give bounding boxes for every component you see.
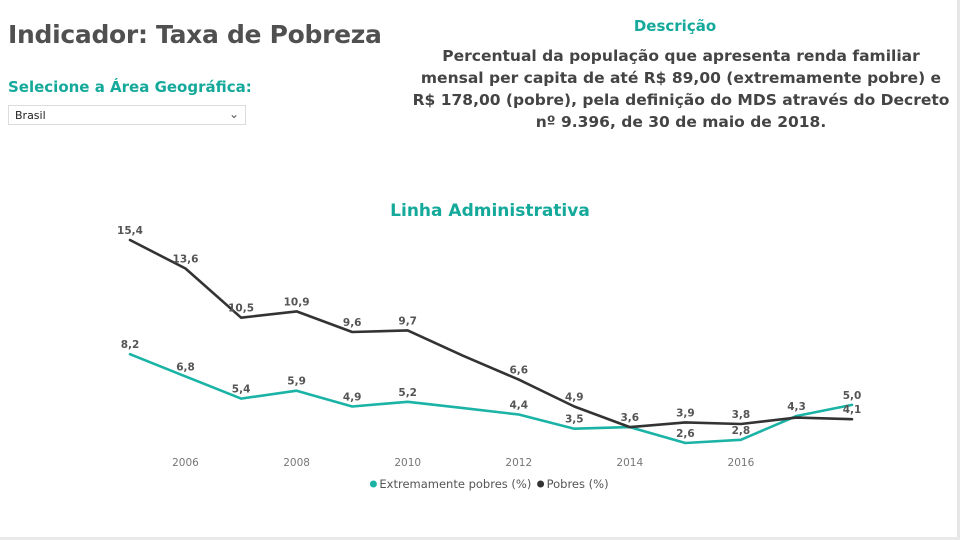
geo-area-dropdown[interactable]: Brasil ⌄ <box>8 105 246 125</box>
data-label: 5,0 <box>843 390 862 402</box>
data-label: 3,5 <box>565 414 584 426</box>
x-tick-label: 2012 <box>505 457 532 469</box>
legend-marker <box>369 480 377 488</box>
chevron-down-icon[interactable]: ⌄ <box>228 107 239 121</box>
data-label: 2,6 <box>676 428 695 440</box>
data-label: 3,8 <box>732 409 751 421</box>
series-line-pobres <box>128 238 854 429</box>
data-label: 3,6 <box>620 412 639 424</box>
data-label: 5,2 <box>398 387 417 399</box>
legend-label: Pobres (%) <box>547 477 609 491</box>
x-tick-label: 2016 <box>728 457 755 469</box>
data-label: 4,3 <box>787 401 806 413</box>
data-label: 9,7 <box>398 315 417 327</box>
data-label: 6,8 <box>176 361 195 373</box>
description-text: Percentual da população que apresenta re… <box>412 47 950 131</box>
bottom-border <box>0 537 960 540</box>
data-label: 5,4 <box>232 384 251 396</box>
data-label: 4,1 <box>843 404 862 416</box>
series-line-extremamente-pobres <box>128 352 854 445</box>
x-tick-label: 2008 <box>283 457 310 469</box>
data-label: 15,4 <box>117 225 143 237</box>
data-label: 4,4 <box>509 400 528 412</box>
x-tick-label: 2006 <box>172 457 199 469</box>
chart-title: Linha Administrativa <box>390 201 590 221</box>
legend-label: Extremamente pobres (%) <box>379 477 531 491</box>
data-label: 9,6 <box>343 317 362 329</box>
x-tick-label: 2010 <box>394 457 421 469</box>
data-label: 13,6 <box>173 254 199 266</box>
data-label: 2,8 <box>732 425 751 437</box>
data-label: 10,5 <box>228 303 254 315</box>
data-label: 3,9 <box>676 407 695 419</box>
geo-filter-label: Selecione a Área Geográfica: <box>8 78 252 96</box>
data-label: 8,2 <box>121 339 140 351</box>
x-tick-label: 2014 <box>616 457 643 469</box>
data-label: 5,9 <box>287 376 306 388</box>
data-label: 4,9 <box>565 392 584 404</box>
geo-area-selected-value: Brasil <box>15 109 46 122</box>
data-label: 4,9 <box>343 392 362 404</box>
right-border <box>957 0 960 540</box>
page-title: Indicador: Taxa de Pobreza <box>8 20 382 49</box>
data-label: 10,9 <box>284 296 310 308</box>
description-title: Descrição <box>633 17 717 35</box>
data-label: 6,6 <box>509 365 528 377</box>
legend-marker <box>537 480 545 488</box>
